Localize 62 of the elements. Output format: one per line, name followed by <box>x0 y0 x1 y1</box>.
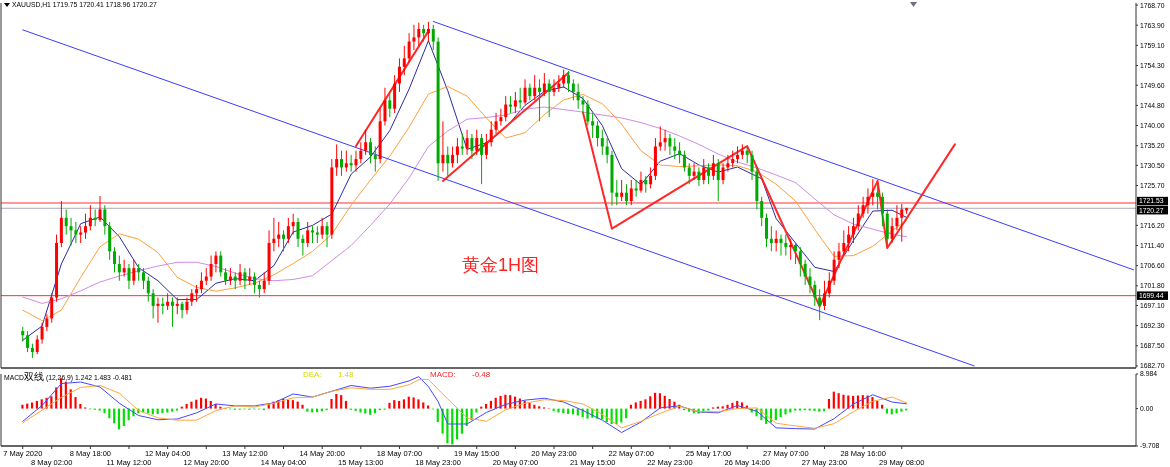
bar <box>74 397 77 409</box>
annotation: MACD: -0.48 <box>430 370 491 379</box>
annotation: DEA: 1.48 <box>303 370 354 379</box>
bar <box>388 402 391 409</box>
bar <box>359 408 362 413</box>
bar <box>721 406 724 409</box>
bar <box>393 400 396 409</box>
bar <box>649 396 652 409</box>
bar <box>484 403 488 409</box>
bar <box>330 398 333 409</box>
bar <box>407 396 410 409</box>
bar <box>644 399 647 409</box>
bar <box>900 408 903 412</box>
bar <box>842 394 845 409</box>
bar <box>832 391 835 409</box>
bar <box>876 400 879 409</box>
bar <box>881 404 884 409</box>
bar <box>291 400 294 409</box>
bar <box>634 402 637 409</box>
bar <box>369 408 372 415</box>
bar <box>402 399 406 409</box>
bar <box>26 403 29 409</box>
bar <box>813 408 816 411</box>
bar <box>885 408 889 414</box>
bar <box>489 400 492 409</box>
bar <box>654 392 657 409</box>
bar <box>30 402 34 409</box>
bar <box>364 408 367 414</box>
bar <box>79 403 82 409</box>
bar <box>21 404 24 409</box>
bar <box>398 400 401 409</box>
bar <box>615 408 618 425</box>
bar <box>422 402 425 409</box>
bar <box>533 404 536 409</box>
bar <box>335 393 338 409</box>
bar <box>436 408 439 423</box>
bar <box>286 399 290 409</box>
bar <box>296 401 299 409</box>
bar <box>301 404 304 409</box>
bar <box>200 397 203 409</box>
bar <box>528 402 531 409</box>
bar <box>185 403 188 409</box>
bar <box>417 399 420 409</box>
bar <box>726 404 729 409</box>
bar <box>658 393 662 409</box>
bar <box>470 408 473 421</box>
bar <box>837 393 840 409</box>
bar <box>576 408 579 416</box>
bar <box>195 399 198 409</box>
bar <box>340 395 343 409</box>
bar <box>190 401 193 409</box>
bar <box>639 400 642 409</box>
bar <box>629 404 633 409</box>
bar <box>344 400 348 409</box>
bar <box>103 408 106 414</box>
bar <box>784 408 787 415</box>
bar <box>446 408 449 444</box>
bar <box>557 408 560 413</box>
bar <box>538 406 541 409</box>
bar <box>412 397 415 409</box>
bar <box>827 398 831 409</box>
bar <box>161 408 164 414</box>
